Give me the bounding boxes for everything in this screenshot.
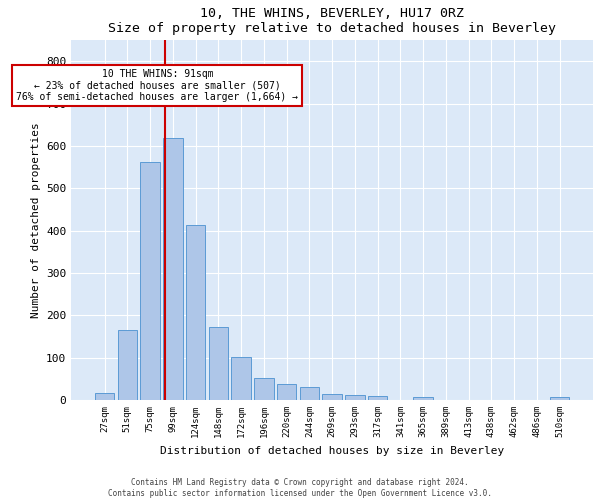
Bar: [118, 330, 137, 400]
Bar: [550, 397, 569, 400]
Bar: [413, 397, 433, 400]
Bar: [186, 226, 205, 400]
Bar: [232, 356, 251, 400]
Title: 10, THE WHINS, BEVERLEY, HU17 0RZ
Size of property relative to detached houses i: 10, THE WHINS, BEVERLEY, HU17 0RZ Size o…: [108, 7, 556, 35]
Bar: [95, 393, 114, 400]
Y-axis label: Number of detached properties: Number of detached properties: [31, 122, 41, 318]
Bar: [322, 394, 342, 400]
Bar: [163, 138, 182, 400]
Bar: [300, 388, 319, 400]
Bar: [368, 396, 388, 400]
Bar: [209, 328, 228, 400]
Text: 10 THE WHINS: 91sqm
← 23% of detached houses are smaller (507)
76% of semi-detac: 10 THE WHINS: 91sqm ← 23% of detached ho…: [16, 68, 298, 102]
Bar: [345, 394, 365, 400]
X-axis label: Distribution of detached houses by size in Beverley: Distribution of detached houses by size …: [160, 446, 504, 456]
Bar: [254, 378, 274, 400]
Text: Contains HM Land Registry data © Crown copyright and database right 2024.
Contai: Contains HM Land Registry data © Crown c…: [108, 478, 492, 498]
Bar: [140, 162, 160, 400]
Bar: [277, 384, 296, 400]
